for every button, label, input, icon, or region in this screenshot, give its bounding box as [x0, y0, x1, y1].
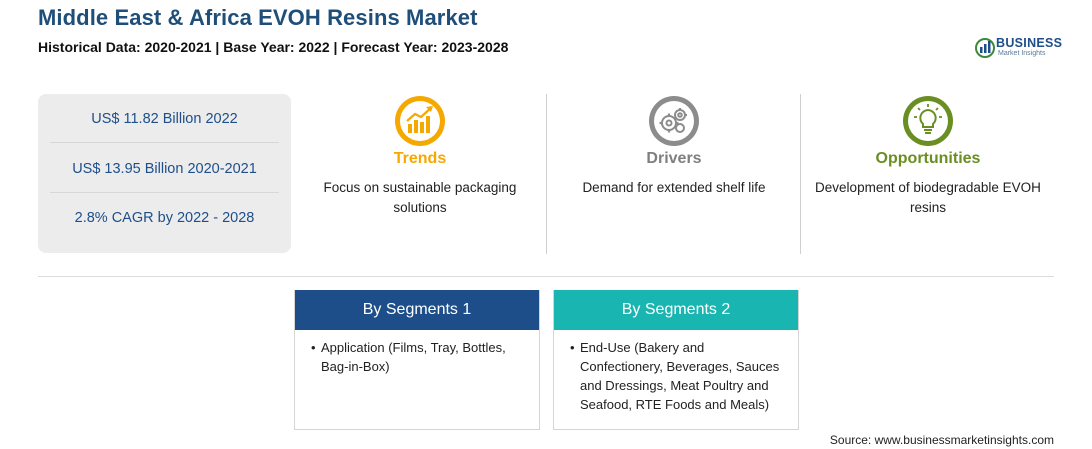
trends-text: Focus on sustainable packaging solutions: [323, 180, 517, 215]
brand-logo: BUSINESS Market Insights: [974, 35, 1064, 61]
segment-card-1: By Segments 1 • Application (Films, Tray…: [294, 290, 540, 430]
stat-market-size-2022: US$ 11.82 Billion 2022: [91, 111, 238, 127]
logo-globe-icon: [975, 38, 995, 58]
segment-2-title: By Segments 2: [554, 290, 798, 330]
segment-1-body: • Application (Films, Tray, Bottles, Bag…: [295, 330, 539, 376]
logo-tagline: Market Insights: [998, 50, 1046, 57]
segment-card-2: By Segments 2 • End-Use (Bakery and Conf…: [553, 290, 799, 430]
page-title: Middle East & Africa EVOH Resins Market: [38, 5, 478, 30]
segment-1-title: By Segments 1: [295, 290, 539, 330]
stat-divider: [50, 142, 279, 143]
source-credit: Source: www.businessmarketinsights.com: [829, 433, 1054, 447]
column-divider: [800, 94, 801, 254]
section-divider: [38, 276, 1054, 277]
stat-cagr: 2.8% CAGR by 2022 - 2028: [74, 210, 255, 226]
stat-divider: [50, 192, 279, 193]
bullet-icon: •: [311, 340, 316, 355]
stat-historical: US$ 13.95 Billion 2020-2021: [72, 161, 257, 177]
trends-heading: Trends: [393, 150, 447, 167]
drivers-text: Demand for extended shelf life: [582, 180, 766, 195]
column-divider: [546, 94, 547, 254]
segment-1-text: Application (Films, Tray, Bottles, Bag-i…: [321, 340, 506, 374]
segment-2-text: End-Use (Bakery and Confectionery, Bever…: [580, 340, 780, 412]
segment-2-body: • End-Use (Bakery and Confectionery, Bev…: [554, 330, 798, 414]
page-subtitle: Historical Data: 2020-2021 | Base Year: …: [38, 39, 509, 55]
logo-wordmark: BUSINESS: [996, 36, 1063, 50]
opportunities-heading: Opportunities: [875, 150, 981, 167]
lightbulb-icon: [903, 96, 953, 146]
opportunities-text: Development of biodegradable EVOH resins: [815, 180, 1041, 215]
chart-up-icon: [395, 96, 445, 146]
stats-panel: US$ 11.82 Billion 2022 US$ 13.95 Billion…: [38, 94, 291, 253]
drivers-heading: Drivers: [646, 150, 702, 167]
bullet-icon: •: [570, 340, 575, 355]
gears-icon: [649, 96, 699, 146]
